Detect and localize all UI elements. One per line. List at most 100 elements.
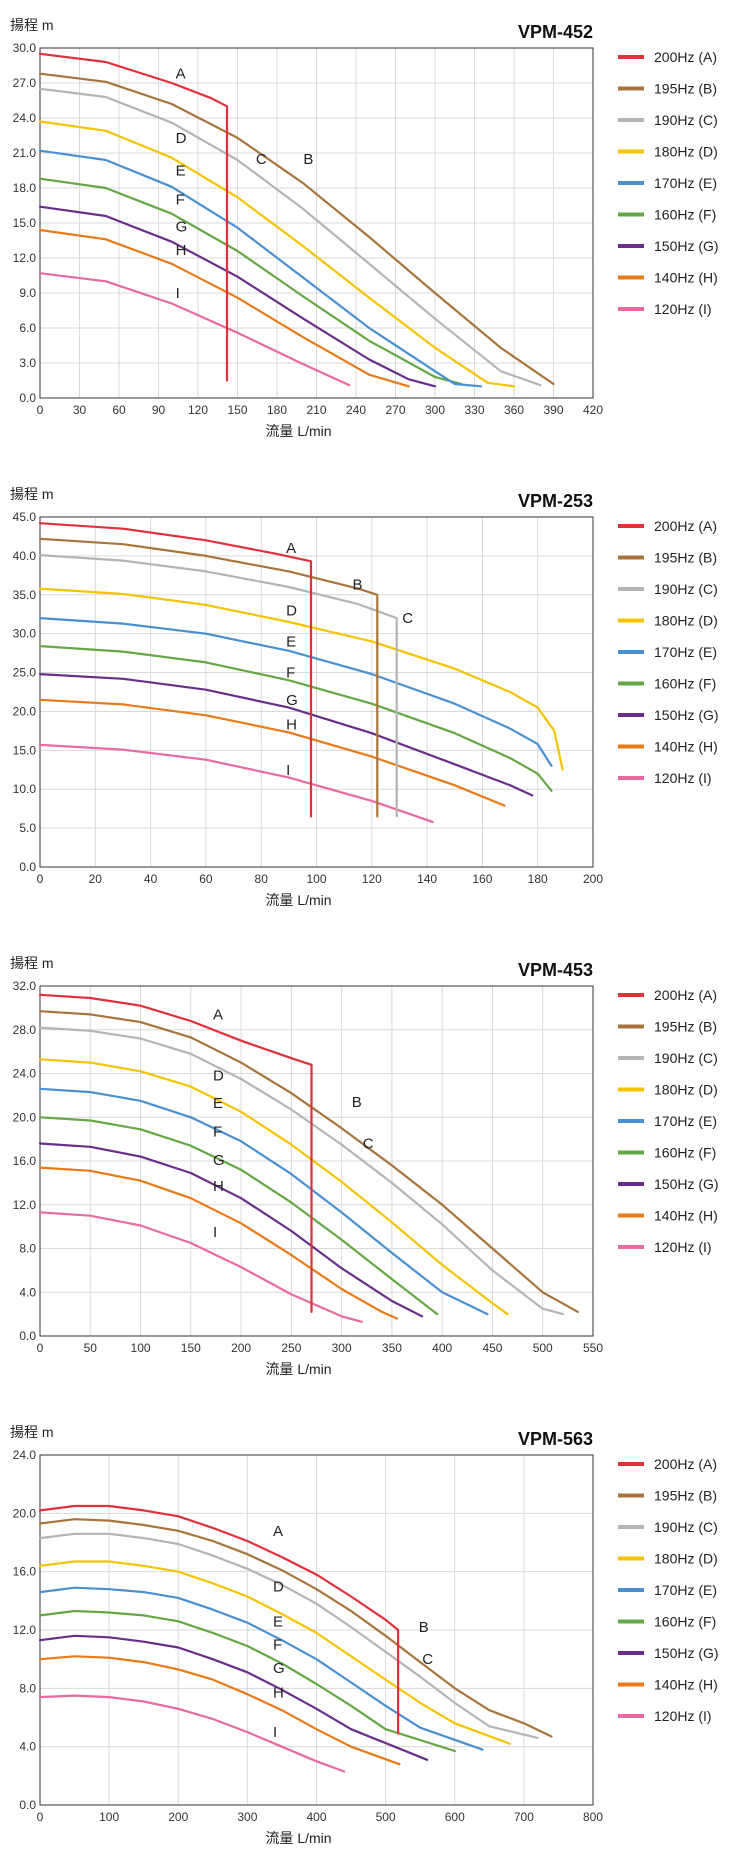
series-line-f: [38, 1609, 456, 1753]
series-letter-label-f: F: [213, 1123, 222, 1140]
series-line-g: [38, 205, 437, 388]
x-tick-label: 0: [37, 1810, 44, 1824]
series-line-e: [38, 149, 483, 388]
x-tick-label: 240: [346, 403, 366, 417]
series-letter-label-g: G: [286, 692, 298, 709]
x-tick-label: 420: [583, 403, 603, 417]
series-line-b: [38, 72, 555, 386]
x-tick-label: 100: [131, 1341, 151, 1355]
legend-label: 120Hz (I): [654, 1708, 712, 1724]
series-letter-label-g: G: [176, 219, 188, 236]
y-tick-label: 27.0: [13, 76, 37, 90]
x-tick-label: 0: [37, 1341, 44, 1355]
x-tick-label: 100: [99, 1810, 119, 1824]
x-tick-label: 150: [227, 403, 247, 417]
series-letter-label-b: B: [352, 1094, 362, 1111]
legend-label: 150Hz (G): [654, 238, 719, 254]
x-tick-label: 250: [281, 1341, 301, 1355]
series-line-g: [38, 1634, 429, 1761]
y-axis-label: 揚程 m: [10, 955, 54, 971]
y-tick-label: 16.0: [13, 1565, 37, 1579]
legend-label: 180Hz (D): [654, 1082, 718, 1098]
chart-title: VPM-452: [518, 22, 593, 42]
series-letter-label-h: H: [213, 1178, 224, 1195]
series-line-i: [38, 272, 351, 387]
x-tick-label: 140: [417, 872, 437, 886]
legend-label: 195Hz (B): [654, 81, 717, 97]
y-tick-label: 18.0: [13, 181, 37, 195]
y-tick-label: 35.0: [13, 588, 37, 602]
x-tick-label: 400: [306, 1810, 326, 1824]
plot-frame: [39, 985, 594, 1337]
y-tick-label: 32.0: [13, 979, 37, 993]
x-tick-label: 30: [73, 403, 87, 417]
x-tick-label: 400: [432, 1341, 452, 1355]
legend-label: 140Hz (H): [654, 739, 718, 755]
chart-panel-vpm-453: 0.0 4.0 8.0 12.0 16.0 20.0 24.0 28.0 32.0 0 50 100 1…: [0, 938, 740, 1407]
series-letter-label-e: E: [213, 1095, 223, 1112]
series-line-h: [38, 228, 410, 388]
x-tick-label: 120: [362, 872, 382, 886]
legend-label: 170Hz (E): [654, 1582, 717, 1598]
series-line-h: [38, 698, 506, 807]
y-tick-label: 12.0: [13, 1198, 37, 1212]
series-line-h: [38, 1166, 398, 1320]
legend-label: 160Hz (F): [654, 1145, 716, 1161]
x-tick-label: 600: [445, 1810, 465, 1824]
series-line-d: [38, 120, 516, 388]
series-letter-label-i: I: [286, 762, 290, 779]
series-letter-label-c: C: [363, 1136, 374, 1153]
series-letter-label-i: I: [273, 1724, 277, 1741]
series-line-f: [38, 177, 463, 386]
legend-label: 140Hz (H): [654, 1208, 718, 1224]
y-tick-label: 40.0: [13, 549, 37, 563]
chart-svg: 0.0 4.0 8.0 12.0 16.0 20.0 24.0 0 100 200 300 400 50…: [10, 1424, 719, 1846]
x-tick-label: 50: [84, 1341, 98, 1355]
x-axis-label: 流量 L/min: [265, 1830, 331, 1846]
series-letter-label-c: C: [402, 610, 413, 627]
legend-label: 200Hz (A): [654, 518, 717, 534]
series-letter-label-a: A: [176, 66, 186, 83]
y-tick-label: 0.0: [19, 391, 36, 405]
x-tick-label: 80: [255, 872, 269, 886]
y-tick-label: 15.0: [13, 216, 37, 230]
x-tick-label: 350: [382, 1341, 402, 1355]
y-axis-label: 揚程 m: [10, 1424, 54, 1440]
legend-label: 170Hz (E): [654, 1113, 717, 1129]
y-tick-label: 21.0: [13, 146, 37, 160]
series-line-e: [38, 1087, 489, 1316]
x-axis-label: 流量 L/min: [265, 892, 331, 908]
x-tick-label: 60: [199, 872, 213, 886]
series-letter-label-e: E: [176, 163, 186, 180]
x-tick-label: 500: [533, 1341, 553, 1355]
series-line-d: [38, 1058, 509, 1316]
x-tick-label: 180: [528, 872, 548, 886]
x-tick-label: 300: [425, 403, 445, 417]
series-letter-label-h: H: [273, 1685, 284, 1702]
x-tick-label: 500: [376, 1810, 396, 1824]
series-line-g: [38, 1142, 424, 1318]
y-tick-label: 25.0: [13, 666, 37, 680]
plot-frame: [39, 47, 594, 399]
y-tick-label: 3.0: [19, 356, 36, 370]
y-tick-label: 8.0: [19, 1242, 36, 1256]
x-tick-label: 300: [332, 1341, 352, 1355]
legend-label: 170Hz (E): [654, 175, 717, 191]
y-tick-label: 12.0: [13, 1623, 37, 1637]
y-tick-label: 28.0: [13, 1023, 37, 1037]
y-tick-label: 30.0: [13, 627, 37, 641]
series-letter-label-h: H: [176, 242, 187, 259]
x-tick-label: 700: [514, 1810, 534, 1824]
legend-label: 120Hz (I): [654, 301, 712, 317]
series-line-g: [38, 673, 534, 797]
y-tick-label: 5.0: [19, 821, 36, 835]
legend-label: 190Hz (C): [654, 1519, 718, 1535]
legend-label: 120Hz (I): [654, 770, 712, 786]
y-tick-label: 0.0: [19, 860, 36, 874]
series-letter-label-d: D: [176, 130, 187, 147]
x-tick-label: 100: [306, 872, 326, 886]
chart-panel-vpm-452: 0.0 3.0 6.0 9.0 12.0 15.0 18.0 21.0 24.0 27.0 30.0…: [0, 0, 740, 469]
y-axis-label: 揚程 m: [10, 486, 54, 502]
legend-label: 150Hz (G): [654, 1176, 719, 1192]
series-letter-label-b: B: [419, 1619, 429, 1636]
